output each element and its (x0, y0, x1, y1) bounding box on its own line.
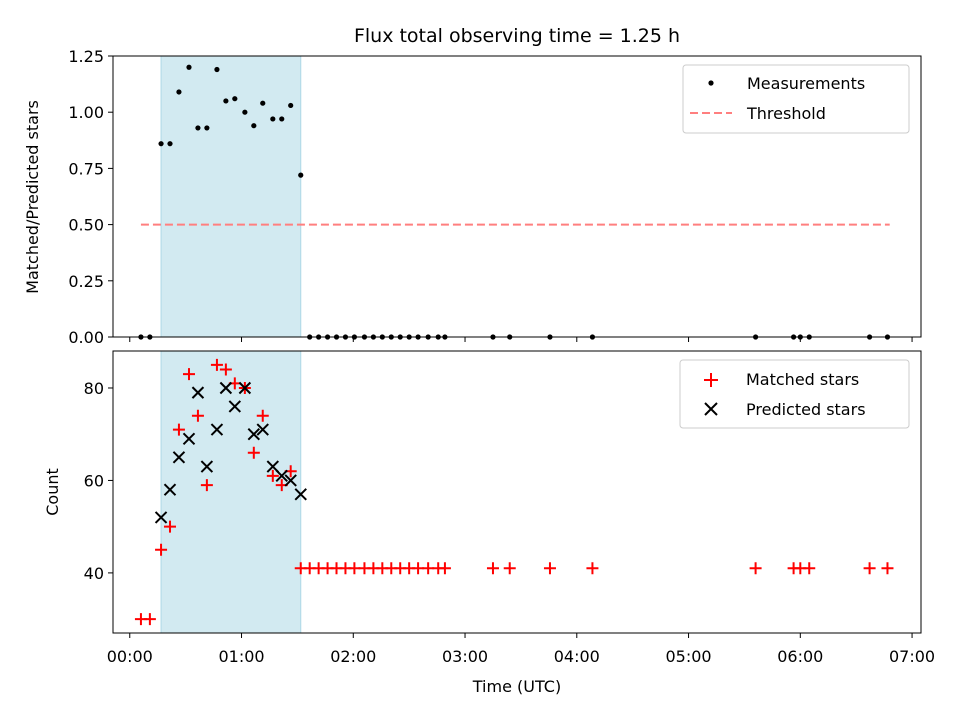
measurement-point (288, 102, 294, 109)
measurement-point (223, 98, 229, 104)
bottom-x-tick-label: 02:00 (330, 647, 376, 666)
top-y-axis-label: Matched/Predicted stars (23, 100, 42, 294)
predicted-star-point (200, 460, 214, 473)
predicted-star-point (219, 381, 233, 395)
predicted-star-point (284, 474, 297, 487)
matched-star-point (163, 520, 176, 533)
matched-star-point (422, 562, 435, 575)
matched-star-point (803, 562, 816, 575)
top-y-tick-label: 0.25 (68, 272, 104, 291)
bottom-x-tick-label: 01:00 (218, 647, 264, 666)
measurement-point (251, 123, 257, 129)
measurement-point (186, 64, 192, 70)
matched-star-point (256, 409, 269, 422)
matched-star-point (247, 446, 260, 459)
matched-star-point (182, 368, 195, 381)
predicted-star-point (154, 511, 168, 524)
bottom-y-tick-label: 40 (84, 564, 104, 583)
predicted-star-point (294, 488, 307, 501)
matched-star-point (503, 562, 516, 575)
legend-measurements-label: Measurements (747, 74, 865, 93)
matched-star-point (749, 562, 762, 575)
top-plot-frame (112, 55, 922, 338)
measurement-point (176, 89, 182, 95)
matched-star-point (155, 543, 168, 556)
predicted-star-point (228, 400, 242, 413)
top-y-tick-label: 1.00 (68, 103, 104, 122)
predicted-star-point (191, 386, 205, 399)
bottom-x-tick-label: 00:00 (107, 647, 153, 666)
top-y-tick-label: 1.25 (68, 47, 104, 66)
bottom-x-axis-label: Time (UTC) (472, 677, 561, 696)
matched-star-point (143, 613, 156, 626)
bottom-x-tick-label: 04:00 (554, 647, 600, 666)
top-y-tick-label: 0.50 (68, 216, 104, 235)
top-y-tick-label: 0.75 (68, 159, 104, 178)
top-y-tick-label: 0.00 (68, 328, 104, 347)
matched-star-point (586, 562, 599, 575)
matched-star-point (210, 358, 223, 371)
top-legend-box (682, 64, 910, 134)
measurement-point (195, 125, 201, 131)
matched-star-point (438, 562, 451, 575)
predicted-star-point (210, 423, 224, 436)
legend-matched-marker (704, 373, 718, 387)
legend-measurements-marker (708, 80, 714, 86)
top-shaded-span (160, 55, 302, 338)
predicted-star-point (163, 483, 177, 496)
measurement-point (204, 125, 210, 131)
legend-matched-label: Matched stars (746, 370, 859, 389)
top-panel: 0.00 0.25 0.50 0.75 1.00 1.25 Flux total obse… (23, 25, 922, 347)
bottom-y-axis-label: Count (43, 468, 62, 516)
bottom-x-tick-label: 05:00 (665, 647, 711, 666)
matched-star-point (348, 562, 361, 575)
matched-star-point (486, 562, 499, 575)
matched-star-point (863, 562, 876, 575)
measurement-point (214, 66, 220, 73)
bottom-plot-frame (112, 350, 922, 634)
measurement-point (167, 141, 173, 147)
bottom-x-tick-label: 07:00 (889, 647, 935, 666)
measurement-point (298, 172, 304, 178)
matched-star-point (412, 562, 425, 575)
measurement-point (279, 116, 285, 122)
legend-predicted-label: Predicted stars (746, 400, 866, 419)
bottom-panel: 40 60 80 00:00 01:00 02:00 03:00 04:00 05:00 06:… (43, 350, 935, 696)
measurement-point (260, 100, 266, 106)
bottom-y-tick-label: 60 (84, 471, 104, 490)
legend-predicted-marker (704, 402, 718, 416)
predicted-star-point (172, 451, 186, 464)
bottom-y-tick-label: 80 (84, 379, 104, 398)
predicted-star-point (238, 381, 252, 395)
measurement-point (232, 96, 238, 102)
predicted-star-point (247, 428, 261, 441)
bottom-x-tick-label: 06:00 (777, 647, 823, 666)
matched-star-point (200, 479, 213, 492)
predicted-star-point (275, 469, 288, 483)
matched-star-point (191, 409, 204, 422)
matched-star-point (266, 469, 279, 482)
measurement-point (158, 141, 164, 147)
top-title: Flux total observing time = 1.25 h (354, 25, 680, 47)
legend-threshold-label: Threshold (746, 104, 826, 123)
matched-star-point (172, 423, 185, 436)
measurement-point (270, 116, 276, 122)
matched-star-point (219, 363, 232, 376)
top-legend: Measurements Threshold (682, 64, 910, 134)
bottom-x-tick-label: 03:00 (442, 647, 488, 666)
matched-star-point (881, 562, 894, 575)
matched-star-point (543, 562, 556, 575)
bottom-legend-box (679, 359, 910, 429)
measurement-point (242, 109, 248, 115)
predicted-star-point (182, 432, 196, 446)
bottom-legend: Matched stars Predicted stars (679, 359, 910, 429)
predicted-star-point (256, 423, 269, 436)
